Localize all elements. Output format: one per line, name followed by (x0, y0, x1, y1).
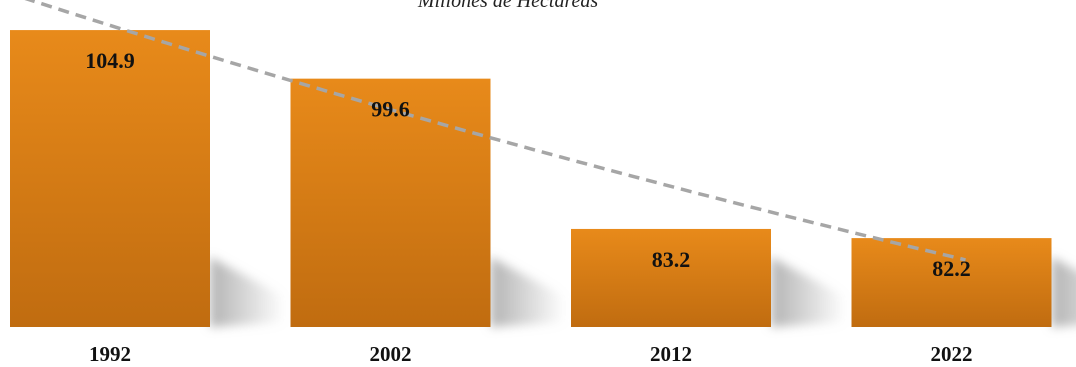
x-tick-2022: 2022 (931, 342, 973, 366)
chart-subtitle: Millones de Hectáreas (417, 0, 599, 12)
bar-2022 (851, 238, 1052, 327)
x-tick-2002: 2002 (370, 342, 412, 366)
x-tick-2012: 2012 (650, 342, 692, 366)
x-tick-1992: 1992 (89, 342, 131, 366)
trendline (24, 0, 966, 262)
value-label-2022: 82.2 (932, 256, 971, 281)
data-labels: 104.9 99.6 83.2 82.2 (85, 48, 971, 281)
bar-shadows (210, 257, 1076, 327)
bar-shadow-1992 (210, 257, 285, 327)
bar-shadow-2002 (490, 257, 566, 327)
bars (10, 30, 1052, 327)
bar-shadow-2012 (771, 257, 846, 327)
bar-shadow-2022 (1051, 257, 1076, 327)
value-label-2012: 83.2 (652, 247, 691, 272)
bar-2002 (290, 78, 491, 327)
bar-1992 (10, 30, 210, 327)
value-label-2002: 99.6 (371, 97, 410, 122)
bar-2012 (571, 228, 771, 327)
value-label-1992: 104.9 (85, 48, 135, 73)
x-axis-ticks: 1992 2002 2012 2022 (89, 342, 973, 366)
